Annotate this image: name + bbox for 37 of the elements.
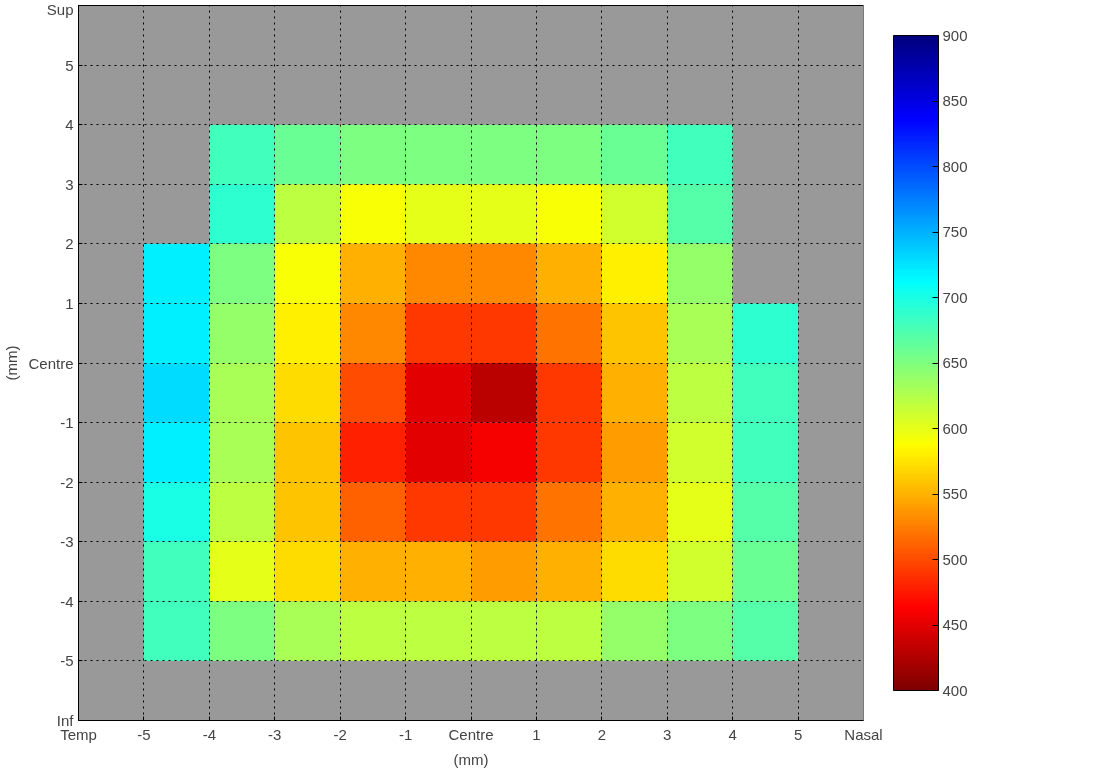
x-tick-label: 4 bbox=[728, 725, 737, 743]
x-tick-label: 1 bbox=[532, 725, 541, 743]
x-tick-label: -5 bbox=[137, 725, 151, 743]
x-tick-label: 3 bbox=[663, 725, 672, 743]
x-tick-label: -4 bbox=[202, 725, 217, 743]
y-tick-label: 2 bbox=[65, 235, 74, 253]
color-bar-label: 900 bbox=[942, 26, 968, 44]
y-tick-label: Centre bbox=[28, 354, 74, 372]
x-tick-label: 2 bbox=[597, 725, 607, 743]
y-tick-label: -1 bbox=[60, 414, 74, 432]
x-tick-label: -3 bbox=[268, 725, 282, 743]
color-bar-label: 600 bbox=[942, 419, 968, 437]
color-bar-label: 850 bbox=[942, 92, 968, 109]
x-tick-label: Centre bbox=[448, 725, 494, 743]
y-tick-label: -5 bbox=[60, 652, 74, 670]
color-bar-label: 550 bbox=[942, 485, 968, 502]
color-bar-label: 650 bbox=[942, 354, 968, 371]
y-tick-label: 4 bbox=[65, 116, 74, 134]
color-bar-label: 400 bbox=[942, 681, 968, 699]
y-tick-label: 3 bbox=[65, 175, 74, 193]
y-tick-label: -3 bbox=[60, 533, 74, 551]
color-bar-label: 700 bbox=[942, 288, 968, 306]
x-tick-label: 5 bbox=[793, 725, 803, 743]
x-tick-label: -1 bbox=[398, 725, 413, 743]
color-bar-label: 750 bbox=[942, 223, 968, 240]
color-bar-label: 500 bbox=[942, 550, 968, 568]
x-axis-title: (mm) bbox=[453, 750, 489, 768]
y-tick-label: -4 bbox=[60, 592, 74, 610]
y-tick-label: 1 bbox=[65, 294, 74, 312]
color-bar-label: 450 bbox=[942, 616, 968, 633]
y-tick-label: 5 bbox=[65, 56, 74, 74]
y-tick-label: -2 bbox=[60, 473, 74, 491]
color-bar-label: 800 bbox=[942, 157, 968, 175]
y-axis-title: (mm) bbox=[3, 345, 21, 381]
x-tick-label: -2 bbox=[333, 725, 347, 743]
x-tick-label: Nasal bbox=[844, 725, 883, 743]
y-tick-label: Sup bbox=[46, 0, 74, 18]
